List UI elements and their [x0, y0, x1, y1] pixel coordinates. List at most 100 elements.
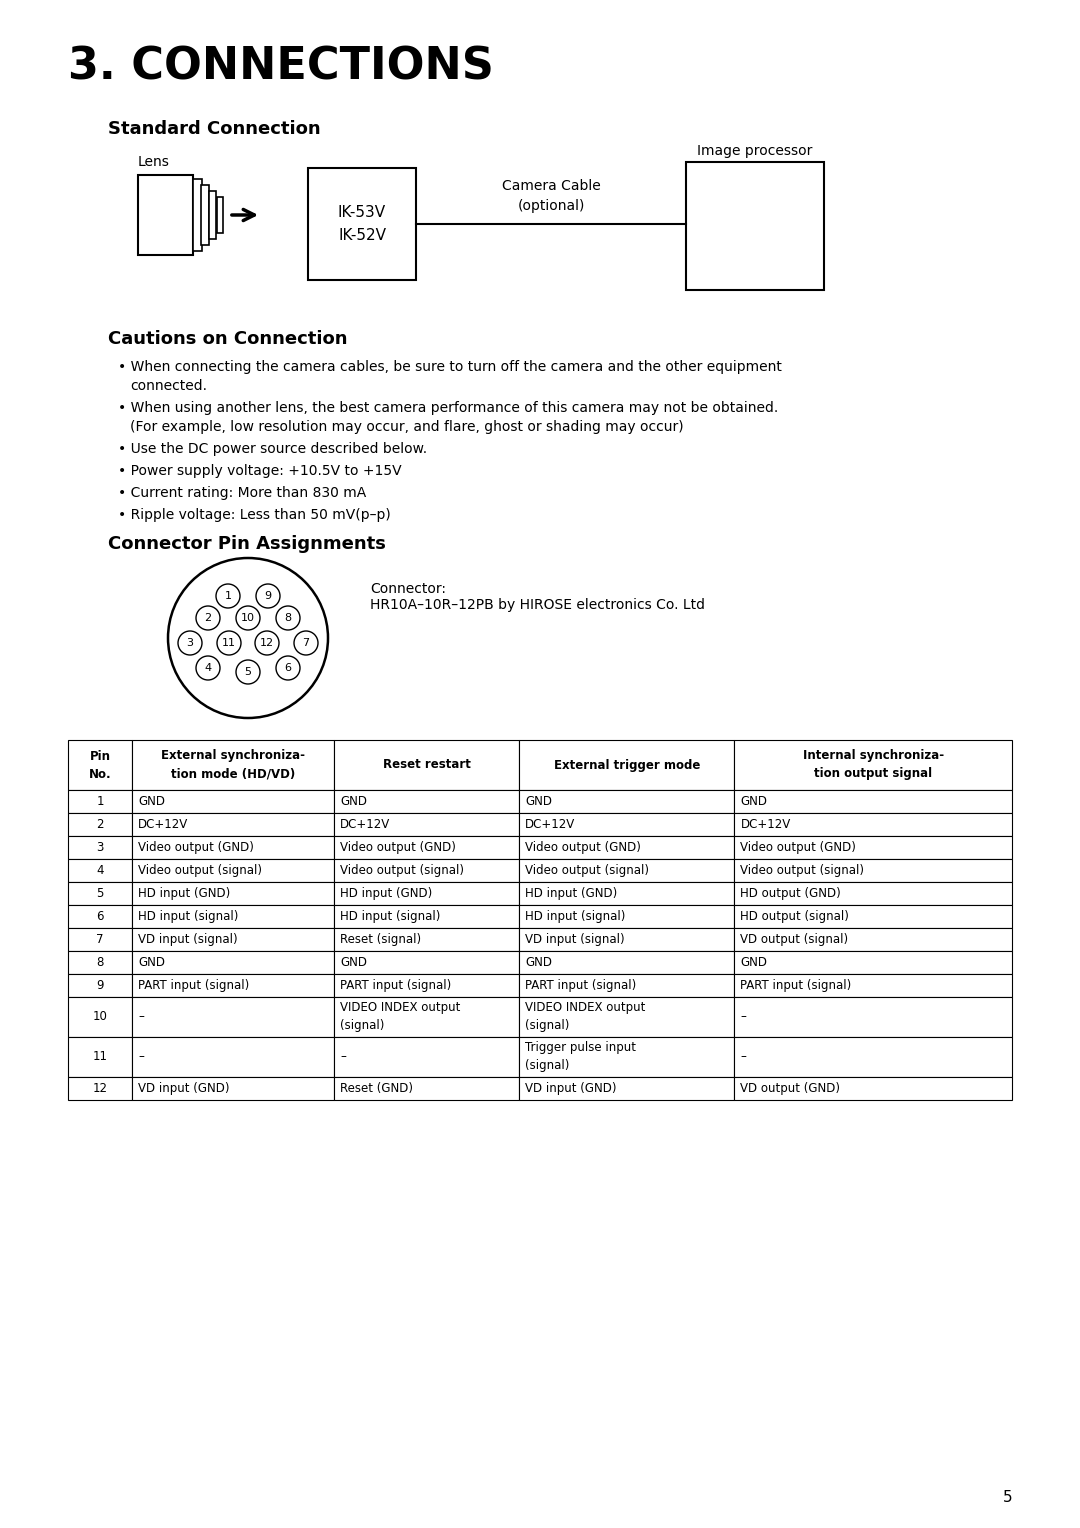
Text: Trigger pulse input: Trigger pulse input	[525, 1042, 636, 1054]
Circle shape	[255, 631, 279, 656]
Text: 12: 12	[93, 1082, 108, 1096]
Bar	[68, 859, 132, 882]
Text: –: –	[741, 1010, 746, 1024]
Circle shape	[237, 660, 260, 685]
Text: 8: 8	[284, 613, 292, 623]
Text: Camera Cable
(optional): Camera Cable (optional)	[501, 179, 600, 212]
Bar	[334, 1077, 519, 1100]
Text: VD input (signal): VD input (signal)	[138, 934, 238, 946]
Bar	[519, 740, 734, 790]
Bar	[68, 1038, 132, 1077]
Text: 3: 3	[187, 639, 193, 648]
Bar	[132, 836, 334, 859]
Bar	[686, 162, 824, 290]
Bar	[210, 191, 216, 238]
Bar	[734, 740, 1012, 790]
Text: 4: 4	[96, 863, 104, 877]
Bar	[68, 996, 132, 1038]
Bar	[334, 882, 519, 905]
Bar	[334, 790, 519, 813]
Text: 8: 8	[96, 957, 104, 969]
Text: 10: 10	[93, 1010, 108, 1024]
Bar	[734, 836, 1012, 859]
Text: HD input (GND): HD input (GND)	[525, 886, 618, 900]
Text: 5: 5	[96, 886, 104, 900]
Text: GND: GND	[138, 957, 165, 969]
Bar	[132, 740, 334, 790]
Text: VD output (GND): VD output (GND)	[741, 1082, 840, 1096]
Text: Reset (signal): Reset (signal)	[340, 934, 421, 946]
Circle shape	[195, 656, 220, 680]
Bar	[201, 185, 210, 244]
Text: DC+12V: DC+12V	[525, 817, 576, 831]
Text: • Use the DC power source described below.: • Use the DC power source described belo…	[118, 442, 427, 455]
Text: HD input (signal): HD input (signal)	[340, 911, 441, 923]
Text: (signal): (signal)	[340, 1019, 384, 1033]
Bar	[519, 927, 734, 950]
Text: –: –	[138, 1010, 144, 1024]
Text: PART input (signal): PART input (signal)	[525, 979, 636, 992]
Circle shape	[237, 607, 260, 630]
Bar	[334, 859, 519, 882]
Text: tion output signal: tion output signal	[814, 767, 932, 781]
Bar	[519, 1038, 734, 1077]
Bar	[68, 836, 132, 859]
Circle shape	[276, 607, 300, 630]
Text: Reset restart: Reset restart	[382, 758, 471, 772]
Text: 2: 2	[204, 613, 212, 623]
Text: PART input (signal): PART input (signal)	[138, 979, 249, 992]
Text: VIDEO INDEX output: VIDEO INDEX output	[340, 1001, 460, 1015]
Text: 7: 7	[302, 639, 310, 648]
Text: 11: 11	[93, 1051, 108, 1063]
Bar	[519, 790, 734, 813]
Circle shape	[216, 584, 240, 608]
Bar	[734, 950, 1012, 973]
Bar	[68, 1077, 132, 1100]
Bar	[334, 1038, 519, 1077]
Text: HR10A–10R–12PB by HIROSE electronics Co. Ltd: HR10A–10R–12PB by HIROSE electronics Co.…	[370, 597, 705, 613]
Text: HD input (signal): HD input (signal)	[525, 911, 625, 923]
Text: Video output (GND): Video output (GND)	[340, 840, 456, 854]
Bar	[308, 168, 416, 280]
Text: Lens: Lens	[138, 154, 170, 170]
Bar	[334, 740, 519, 790]
Text: connected.: connected.	[130, 379, 207, 393]
Text: 6: 6	[96, 911, 104, 923]
Text: 1: 1	[96, 795, 104, 808]
Bar	[68, 927, 132, 950]
Bar	[519, 836, 734, 859]
Text: HD output (signal): HD output (signal)	[741, 911, 849, 923]
Bar	[68, 813, 132, 836]
Text: Internal synchroniza-: Internal synchroniza-	[802, 750, 944, 762]
Text: Video output (GND): Video output (GND)	[138, 840, 254, 854]
Text: HD input (signal): HD input (signal)	[138, 911, 239, 923]
Text: 11: 11	[222, 639, 237, 648]
Bar	[734, 859, 1012, 882]
Bar	[519, 859, 734, 882]
Text: GND: GND	[741, 957, 768, 969]
Text: (signal): (signal)	[525, 1019, 569, 1033]
Text: –: –	[138, 1051, 144, 1063]
Bar	[334, 973, 519, 996]
Bar	[734, 813, 1012, 836]
Text: 10: 10	[241, 613, 255, 623]
Bar	[519, 882, 734, 905]
Text: Video output (signal): Video output (signal)	[741, 863, 864, 877]
Text: Cautions on Connection: Cautions on Connection	[108, 330, 348, 348]
Text: IK-53V
IK-52V: IK-53V IK-52V	[338, 205, 386, 243]
Text: Reset (GND): Reset (GND)	[340, 1082, 414, 1096]
Bar	[734, 927, 1012, 950]
Text: 9: 9	[96, 979, 104, 992]
Bar	[519, 905, 734, 927]
Text: HD output (GND): HD output (GND)	[741, 886, 841, 900]
Text: Connector:: Connector:	[370, 582, 446, 596]
Text: HD input (GND): HD input (GND)	[340, 886, 432, 900]
Text: 6: 6	[284, 663, 292, 672]
Text: No.: No.	[89, 767, 111, 781]
Bar	[334, 813, 519, 836]
Bar	[68, 740, 132, 790]
Text: External synchroniza-: External synchroniza-	[161, 750, 306, 762]
Bar	[132, 1077, 334, 1100]
Text: HD input (GND): HD input (GND)	[138, 886, 230, 900]
Text: External trigger mode: External trigger mode	[554, 758, 700, 772]
